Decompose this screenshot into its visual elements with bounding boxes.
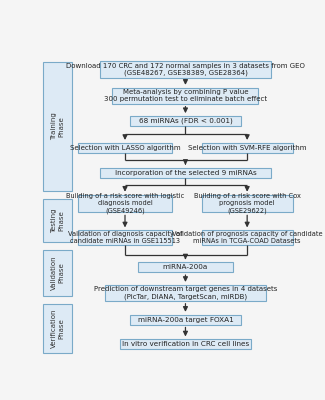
Text: Selection with LASSO algorithm: Selection with LASSO algorithm xyxy=(70,145,180,151)
FancyBboxPatch shape xyxy=(43,304,72,353)
FancyBboxPatch shape xyxy=(120,339,251,349)
Text: Meta-analysis by combining P value
300 permutation test to eliminate batch effec: Meta-analysis by combining P value 300 p… xyxy=(104,89,267,102)
Text: Training
Phase: Training Phase xyxy=(51,113,64,140)
FancyBboxPatch shape xyxy=(105,285,266,301)
Text: Building of a risk score with Cox
prognosis model
(GSE29622): Building of a risk score with Cox progno… xyxy=(194,193,301,214)
Text: Selection with SVM-RFE algorithm: Selection with SVM-RFE algorithm xyxy=(188,145,306,151)
FancyBboxPatch shape xyxy=(100,61,271,78)
FancyBboxPatch shape xyxy=(202,143,292,153)
FancyBboxPatch shape xyxy=(112,88,258,104)
FancyBboxPatch shape xyxy=(78,195,172,212)
FancyBboxPatch shape xyxy=(137,262,233,272)
FancyBboxPatch shape xyxy=(43,62,72,191)
Text: Prediction of downstream target genes in 4 datasets
(PicTar, DIANA, TargetScan, : Prediction of downstream target genes in… xyxy=(94,286,277,300)
Text: Validation
Phase: Validation Phase xyxy=(51,256,64,290)
Text: Validation of prognosis capacity of candidate
miRNAs in TCGA-COAD Datasets: Validation of prognosis capacity of cand… xyxy=(172,231,322,244)
Text: Building of a risk score with logistic
diagnosis model
(GSE49246): Building of a risk score with logistic d… xyxy=(66,193,184,214)
FancyBboxPatch shape xyxy=(130,315,241,324)
Text: miRNA-200a: miRNA-200a xyxy=(163,264,208,270)
FancyBboxPatch shape xyxy=(130,116,241,126)
FancyBboxPatch shape xyxy=(43,199,72,242)
Text: 68 miRNAs (FDR < 0.001): 68 miRNAs (FDR < 0.001) xyxy=(138,118,232,124)
Text: In vitro verification in CRC cell lines: In vitro verification in CRC cell lines xyxy=(122,341,249,347)
FancyBboxPatch shape xyxy=(43,250,72,296)
Text: Validation of diagnosis capacity of
candidate miRNAs in GSE115513: Validation of diagnosis capacity of cand… xyxy=(68,231,182,244)
FancyBboxPatch shape xyxy=(78,230,172,244)
Text: miRNA-200a target FOXA1: miRNA-200a target FOXA1 xyxy=(137,317,233,323)
Text: Download 170 CRC and 172 normal samples in 3 datasets from GEO
(GSE48267, GSE383: Download 170 CRC and 172 normal samples … xyxy=(66,63,305,76)
Text: Incorporation of the selected 9 miRNAs: Incorporation of the selected 9 miRNAs xyxy=(115,170,256,176)
FancyBboxPatch shape xyxy=(78,143,172,153)
FancyBboxPatch shape xyxy=(100,168,271,178)
Text: Testing
Phase: Testing Phase xyxy=(51,208,64,233)
Text: Verification
Phase: Verification Phase xyxy=(51,308,64,348)
FancyBboxPatch shape xyxy=(202,230,292,244)
FancyBboxPatch shape xyxy=(202,195,292,212)
